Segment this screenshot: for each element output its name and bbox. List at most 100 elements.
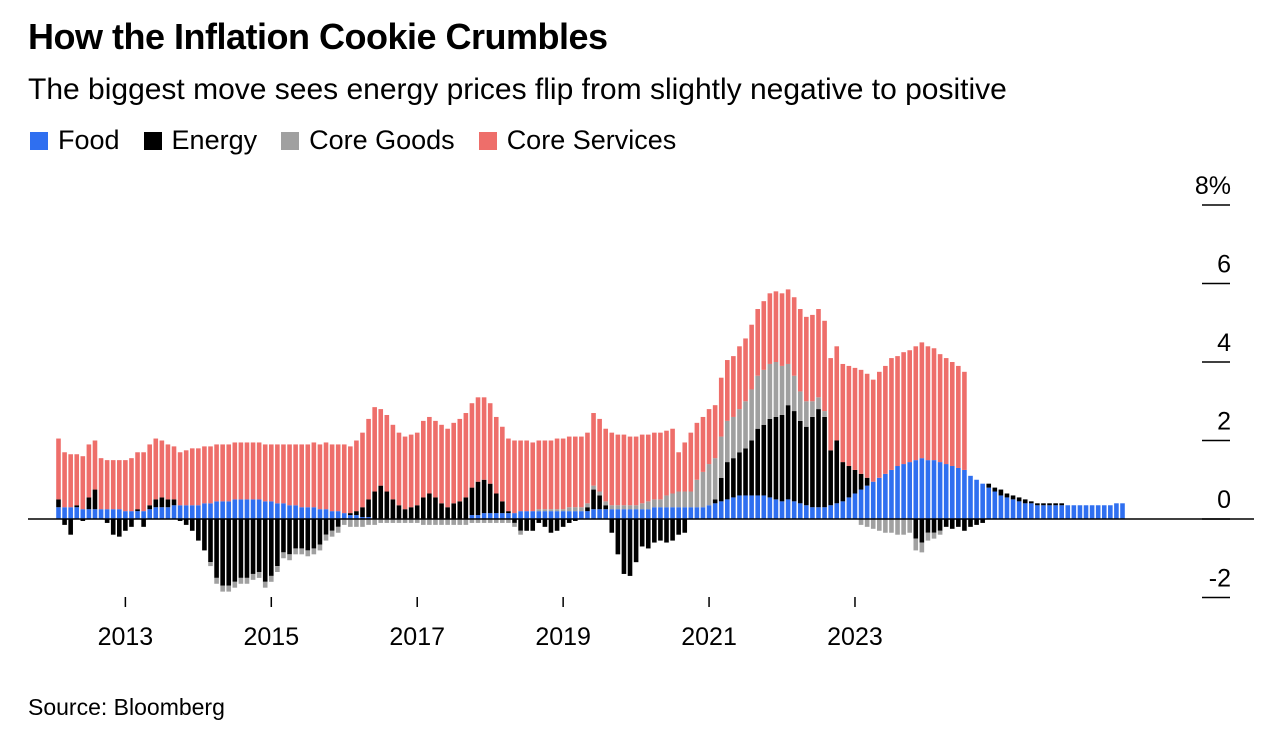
bar-food [62, 507, 67, 520]
bar-core-services [262, 444, 268, 502]
bar-core-goods [694, 479, 700, 508]
y-tick-label: 4 [1217, 329, 1231, 357]
bar-core-goods [761, 369, 767, 425]
bar-food [56, 507, 61, 520]
bar-food [354, 515, 359, 520]
legend-swatch-energy [143, 131, 162, 150]
bar-core-services [475, 397, 481, 482]
bar-energy [1004, 493, 1010, 498]
bar-core-services [591, 413, 596, 486]
bar-energy [86, 497, 92, 510]
bar-food [682, 507, 688, 520]
bar-core-services [408, 434, 414, 508]
bar-core-goods [451, 519, 456, 525]
bar-food [293, 505, 298, 519]
bar-food [183, 505, 189, 519]
bar-core-services [943, 358, 949, 465]
bar-core-services [804, 316, 809, 402]
bar-food [633, 509, 639, 519]
bar-core-services [129, 458, 134, 512]
bar-core-goods [317, 544, 323, 551]
bar-food [250, 499, 256, 520]
bar-food [104, 509, 110, 519]
bar-energy [1029, 501, 1034, 504]
chart-subtitle: The biggest move sees energy prices flip… [28, 73, 1007, 106]
bar-core-services [189, 448, 195, 506]
bar-food [743, 495, 748, 519]
bar-food [986, 487, 992, 519]
bar-core-services [840, 363, 846, 463]
bar-core-goods [269, 575, 274, 582]
bar-energy [62, 519, 67, 525]
bar-energy [822, 416, 827, 508]
bar-core-goods [645, 501, 651, 510]
y-tick-label: -2 [1209, 565, 1231, 593]
bar-energy [536, 519, 542, 523]
bar-energy [439, 503, 444, 519]
stacked-bar-chart: 8% 6 4 2 0 -2 2013 2015 2017 2019 2021 2023 [28, 172, 1254, 651]
bar-core-services [329, 444, 335, 512]
bar-core-services [858, 369, 864, 474]
bar-food [232, 499, 238, 520]
bar-core-goods [870, 519, 876, 529]
bar-energy [804, 426, 809, 506]
bar-food [135, 511, 140, 519]
bar-energy [645, 519, 651, 549]
bar-core-goods [262, 581, 268, 588]
bar-core-services [214, 444, 219, 502]
bar-food [287, 505, 292, 519]
bar-core-goods [421, 519, 426, 525]
bar-food [299, 507, 304, 520]
bar-food [317, 509, 323, 519]
bar-core-services [737, 346, 742, 410]
bar-energy [962, 519, 967, 531]
bar-core-services [518, 440, 523, 512]
bar-core-goods [937, 530, 943, 535]
bar-core-services [414, 432, 420, 506]
bar-core-services [761, 301, 767, 370]
bar-energy [682, 519, 688, 533]
bar-core-goods [384, 519, 390, 523]
bar-core-services [718, 377, 724, 437]
bar-food [238, 499, 244, 520]
bar-core-services [712, 405, 718, 459]
bar-energy [943, 519, 949, 527]
bar-core-services [500, 426, 505, 502]
bar-core-goods [487, 519, 493, 523]
bar-core-goods [913, 538, 919, 551]
bar-core-goods [433, 519, 438, 525]
bar-food [530, 511, 536, 519]
bar-core-services [901, 352, 906, 465]
bar-food [1041, 505, 1046, 519]
bar-energy [755, 428, 760, 496]
bar-energy [214, 519, 219, 578]
bar-core-services [597, 418, 602, 492]
bar-energy [676, 519, 681, 535]
bar-energy [652, 519, 657, 543]
bar-core-services [645, 434, 651, 502]
bar-food [177, 505, 183, 519]
bar-food [840, 501, 846, 519]
bar-core-goods [810, 401, 815, 417]
bar-core-services [335, 444, 341, 512]
bar-food [573, 511, 578, 519]
bar-food [360, 517, 365, 519]
bar-energy [487, 483, 493, 514]
bar-core-goods [500, 519, 505, 523]
bar-core-services [779, 293, 785, 366]
bar-food [718, 501, 724, 519]
bar-food [80, 509, 86, 519]
bar-core-services [877, 371, 882, 478]
bar-food [852, 493, 858, 519]
bar-core-goods [664, 495, 669, 508]
bar-food [1083, 505, 1089, 519]
bar-food [341, 513, 347, 519]
bar-energy [104, 519, 110, 523]
bar-energy [974, 519, 979, 525]
bar-core-services [244, 442, 250, 500]
bar-core-services [487, 403, 493, 484]
bar-food [1089, 505, 1095, 519]
bar-core-goods [335, 526, 341, 533]
bar-energy [609, 519, 615, 533]
bar-core-services [633, 436, 639, 506]
